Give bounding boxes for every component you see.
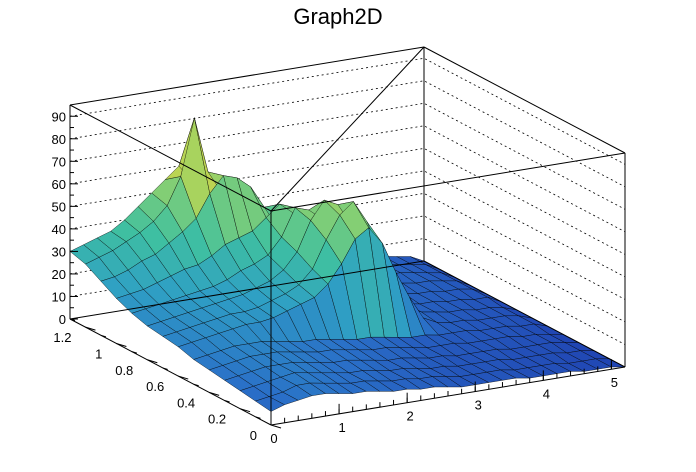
y-tick-label: 0.2 [208, 412, 226, 427]
z-tick-label: 30 [52, 244, 66, 259]
x-tick-label: 2 [407, 409, 414, 424]
z-gridline [69, 215, 626, 323]
z-tick-label: 90 [52, 109, 66, 124]
y-tick-label: 0 [250, 428, 257, 443]
y-minor-tick [131, 351, 137, 354]
y-minor-tick [162, 367, 168, 370]
y-tick [178, 375, 189, 380]
frame-edge [69, 260, 425, 320]
y-tick-label: 0.8 [115, 363, 133, 378]
y-minor-tick [255, 416, 261, 419]
x-tick-label: 5 [611, 375, 618, 390]
surface-layer [69, 116, 626, 412]
z-gridline [69, 57, 626, 165]
y-minor-tick [193, 383, 199, 387]
x-tick-label: 0 [270, 431, 277, 446]
x-tick-label: 1 [338, 420, 345, 435]
z-gridline [69, 170, 626, 278]
chart-title: Graph2D [293, 4, 382, 29]
y-tick-label: 1.2 [53, 330, 71, 345]
z-tick-label: 0 [59, 312, 66, 327]
frame-edge [270, 46, 425, 212]
y-tick [147, 359, 158, 364]
z-tick-label: 70 [52, 154, 66, 169]
frame-edge [69, 46, 425, 106]
x-tick-label: 3 [475, 398, 482, 413]
z-tick-label: 60 [52, 177, 66, 192]
x-tick-label: 4 [543, 386, 550, 401]
z-tick-label: 50 [52, 199, 66, 214]
z-tick-label: 20 [52, 267, 66, 282]
z-tick-label: 40 [52, 222, 66, 237]
z-gridline [69, 238, 626, 345]
y-tick-label: 0.6 [146, 379, 164, 394]
y-axis-line [69, 318, 272, 426]
y-tick [85, 326, 96, 331]
y-tick [116, 342, 127, 347]
axis-layer: 01234500.20.40.60.811.201020304050607080… [52, 105, 626, 446]
z-gridline [69, 147, 626, 255]
y-tick [239, 408, 251, 413]
z-tick-label: 10 [52, 289, 66, 304]
z-gridline [69, 80, 626, 188]
y-tick [270, 424, 282, 429]
grid-layer [69, 57, 626, 345]
y-tick-label: 1 [95, 346, 102, 361]
frame-edge [423, 260, 626, 368]
y-tick [209, 391, 220, 396]
z-gridline [69, 102, 626, 210]
y-minor-tick [100, 334, 107, 338]
z-gridline [69, 125, 626, 233]
frame-edge [423, 46, 626, 154]
z-gridline [69, 192, 626, 300]
frame-edge [69, 104, 272, 212]
y-tick-label: 0.4 [177, 395, 195, 410]
frame-edge [270, 152, 626, 212]
y-minor-tick [224, 400, 230, 403]
z-tick-label: 80 [52, 132, 66, 147]
